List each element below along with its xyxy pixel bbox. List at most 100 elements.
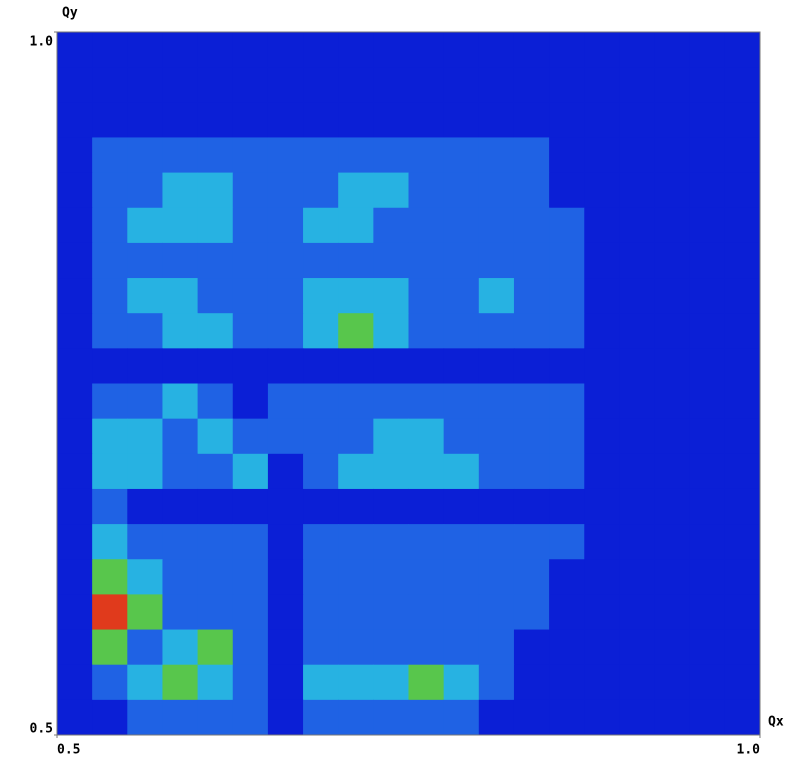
heat-cell (444, 348, 480, 384)
heat-cell (514, 454, 550, 490)
heat-cell (549, 419, 585, 455)
heat-cell (92, 419, 128, 455)
heat-cell (198, 243, 234, 279)
heat-cell (514, 313, 550, 349)
heat-cell (303, 102, 339, 138)
heat-cell (619, 137, 655, 173)
heat-cell (127, 32, 163, 68)
heat-cell (198, 67, 234, 103)
heat-cell (514, 700, 550, 736)
heat-cell (127, 313, 163, 349)
heat-cell (373, 559, 409, 595)
heat-cell (725, 313, 761, 349)
heat-cell (57, 700, 93, 736)
heat-cell (584, 243, 620, 279)
heat-cell (549, 384, 585, 420)
heat-cell (619, 67, 655, 103)
heat-cell (233, 67, 269, 103)
heat-cell (655, 454, 691, 490)
heat-cell (338, 67, 374, 103)
heat-cell (444, 559, 480, 595)
heat-cell (479, 384, 515, 420)
heat-cell (514, 384, 550, 420)
heat-cell (444, 313, 480, 349)
heat-cell (514, 489, 550, 525)
heat-cell (655, 137, 691, 173)
heat-cell (127, 208, 163, 244)
heat-cell (127, 278, 163, 314)
heat-cell (514, 32, 550, 68)
heat-cell (409, 454, 445, 490)
heat-cell (479, 489, 515, 525)
heat-cell (444, 454, 480, 490)
heat-cell (373, 700, 409, 736)
heat-cell (57, 419, 93, 455)
heat-cell (92, 489, 128, 525)
heat-cell (233, 594, 269, 630)
heat-cell (57, 243, 93, 279)
heat-cell (268, 313, 304, 349)
heat-cell (198, 559, 234, 595)
heat-cell (92, 700, 128, 736)
heat-cell (690, 137, 726, 173)
heat-cell (57, 665, 93, 701)
heat-cell (655, 419, 691, 455)
heat-cell (92, 665, 128, 701)
heat-cell (198, 454, 234, 490)
heat-cell (690, 173, 726, 209)
heat-cell (549, 278, 585, 314)
chart: Qy Qx 0.51.00.51.0 (0, 0, 801, 759)
heat-cell (338, 700, 374, 736)
heat-cell (584, 454, 620, 490)
heat-cell (162, 137, 198, 173)
heat-cell (303, 419, 339, 455)
heat-cell (655, 559, 691, 595)
heat-cell (268, 524, 304, 560)
heat-cell (303, 559, 339, 595)
heat-cell (514, 67, 550, 103)
heat-cell (57, 313, 93, 349)
heat-cell (409, 384, 445, 420)
heat-cell (409, 559, 445, 595)
heat-cell (655, 208, 691, 244)
heat-cell (444, 594, 480, 630)
heat-cell (373, 454, 409, 490)
heat-cell (162, 700, 198, 736)
heat-cell (584, 419, 620, 455)
heat-cell (549, 313, 585, 349)
heat-cell (725, 208, 761, 244)
heat-cell (409, 243, 445, 279)
heat-cell (479, 32, 515, 68)
heat-cell (127, 489, 163, 525)
heat-cell (303, 137, 339, 173)
heat-cell (725, 173, 761, 209)
heat-cell (127, 173, 163, 209)
heat-cell (584, 348, 620, 384)
heat-cell (373, 208, 409, 244)
heat-cell (57, 630, 93, 666)
heat-cell (444, 384, 480, 420)
heat-cell (409, 102, 445, 138)
heat-cell (725, 348, 761, 384)
heat-cell (162, 243, 198, 279)
heat-cell (268, 208, 304, 244)
heat-cell (57, 594, 93, 630)
heat-cell (303, 313, 339, 349)
heat-cell (409, 313, 445, 349)
heat-cell (444, 137, 480, 173)
heat-cell (479, 630, 515, 666)
heat-cell (725, 559, 761, 595)
heat-cell (479, 700, 515, 736)
heat-cell (198, 524, 234, 560)
heat-cell (338, 524, 374, 560)
heat-cell (514, 630, 550, 666)
heat-cell (303, 173, 339, 209)
heat-cell (127, 559, 163, 595)
heat-cell (268, 67, 304, 103)
heat-cell (690, 665, 726, 701)
heat-cell (690, 454, 726, 490)
heat-cell (338, 32, 374, 68)
heat-cell (338, 454, 374, 490)
heat-cell (233, 173, 269, 209)
heat-cell (127, 243, 163, 279)
